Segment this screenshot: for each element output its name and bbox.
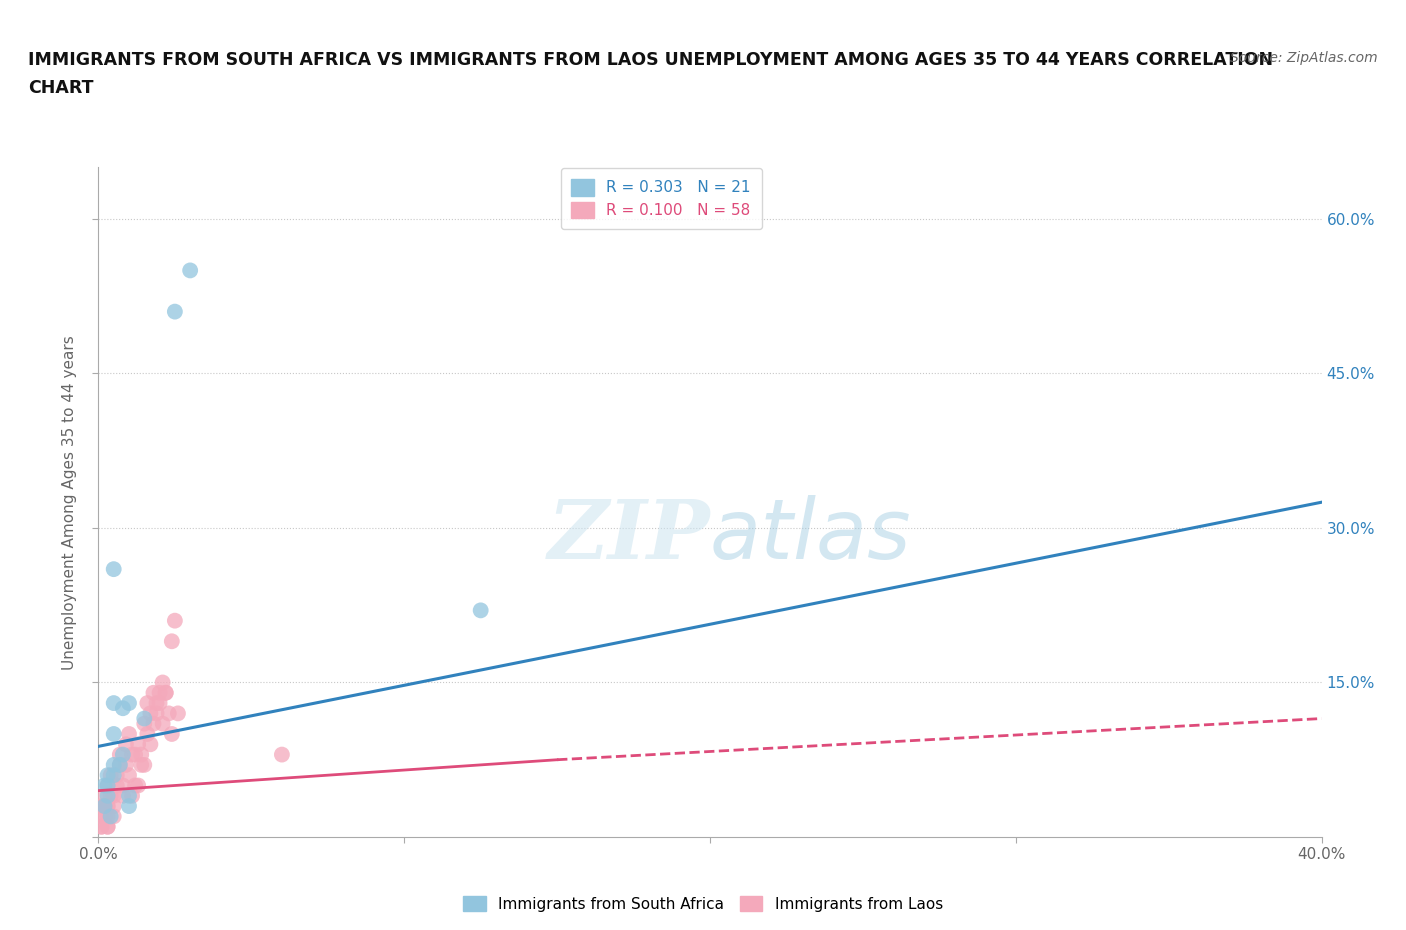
- Point: [139, 737, 162, 751]
- Point: [90, 799, 112, 814]
- Point: [167, 706, 190, 721]
- Point: [155, 685, 177, 700]
- Point: [139, 706, 162, 721]
- Point: [103, 809, 125, 824]
- Point: [111, 747, 134, 762]
- Point: [100, 809, 122, 824]
- Point: [103, 726, 125, 741]
- Point: [97, 789, 120, 804]
- Point: [90, 819, 112, 834]
- Point: [115, 737, 138, 751]
- Point: [127, 737, 149, 751]
- Point: [124, 778, 146, 793]
- Point: [97, 768, 120, 783]
- Point: [97, 819, 120, 834]
- Point: [93, 809, 115, 824]
- Point: [111, 789, 134, 804]
- Point: [163, 304, 186, 319]
- Point: [105, 778, 128, 793]
- Point: [145, 696, 167, 711]
- Text: IMMIGRANTS FROM SOUTH AFRICA VS IMMIGRANTS FROM LAOS UNEMPLOYMENT AMONG AGES 35 : IMMIGRANTS FROM SOUTH AFRICA VS IMMIGRAN…: [28, 51, 1274, 69]
- Point: [160, 726, 183, 741]
- Point: [118, 768, 141, 783]
- Point: [136, 726, 159, 741]
- Legend: R = 0.303   N = 21, R = 0.100   N = 58: R = 0.303 N = 21, R = 0.100 N = 58: [561, 168, 762, 229]
- Point: [108, 747, 131, 762]
- Point: [93, 799, 115, 814]
- Point: [470, 603, 492, 618]
- Point: [118, 799, 141, 814]
- Point: [149, 696, 172, 711]
- Point: [97, 819, 120, 834]
- Point: [152, 716, 174, 731]
- Point: [100, 789, 122, 804]
- Point: [124, 747, 146, 762]
- Point: [93, 799, 115, 814]
- Point: [93, 778, 115, 793]
- Point: [142, 685, 165, 700]
- Point: [152, 675, 174, 690]
- Point: [103, 562, 125, 577]
- Point: [90, 809, 112, 824]
- Point: [163, 613, 186, 628]
- Text: Source: ZipAtlas.com: Source: ZipAtlas.com: [1230, 51, 1378, 65]
- Point: [97, 778, 120, 793]
- Point: [103, 768, 125, 783]
- Point: [103, 799, 125, 814]
- Point: [155, 685, 177, 700]
- Point: [118, 789, 141, 804]
- Y-axis label: Unemployment Among Ages 35 to 44 years: Unemployment Among Ages 35 to 44 years: [62, 335, 77, 670]
- Point: [129, 747, 152, 762]
- Text: ZIP: ZIP: [547, 496, 710, 576]
- Point: [157, 706, 180, 721]
- Point: [108, 757, 131, 772]
- Point: [118, 726, 141, 741]
- Text: atlas: atlas: [710, 495, 911, 577]
- Point: [93, 789, 115, 804]
- Point: [121, 747, 143, 762]
- Point: [111, 701, 134, 716]
- Point: [97, 799, 120, 814]
- Point: [103, 789, 125, 804]
- Point: [136, 696, 159, 711]
- Point: [97, 799, 120, 814]
- Point: [270, 747, 292, 762]
- Point: [111, 778, 134, 793]
- Point: [160, 634, 183, 649]
- Point: [145, 706, 167, 721]
- Point: [127, 778, 149, 793]
- Point: [97, 809, 120, 824]
- Legend: Immigrants from South Africa, Immigrants from Laos: Immigrants from South Africa, Immigrants…: [457, 889, 949, 918]
- Point: [118, 696, 141, 711]
- Point: [103, 696, 125, 711]
- Point: [134, 716, 156, 731]
- Point: [108, 757, 131, 772]
- Point: [134, 757, 156, 772]
- Point: [121, 789, 143, 804]
- Point: [129, 757, 152, 772]
- Point: [100, 768, 122, 783]
- Text: CHART: CHART: [28, 79, 94, 97]
- Point: [90, 819, 112, 834]
- Point: [134, 711, 156, 726]
- Point: [103, 757, 125, 772]
- Point: [149, 685, 172, 700]
- Point: [142, 716, 165, 731]
- Point: [105, 768, 128, 783]
- Point: [179, 263, 201, 278]
- Point: [97, 778, 120, 793]
- Point: [115, 757, 138, 772]
